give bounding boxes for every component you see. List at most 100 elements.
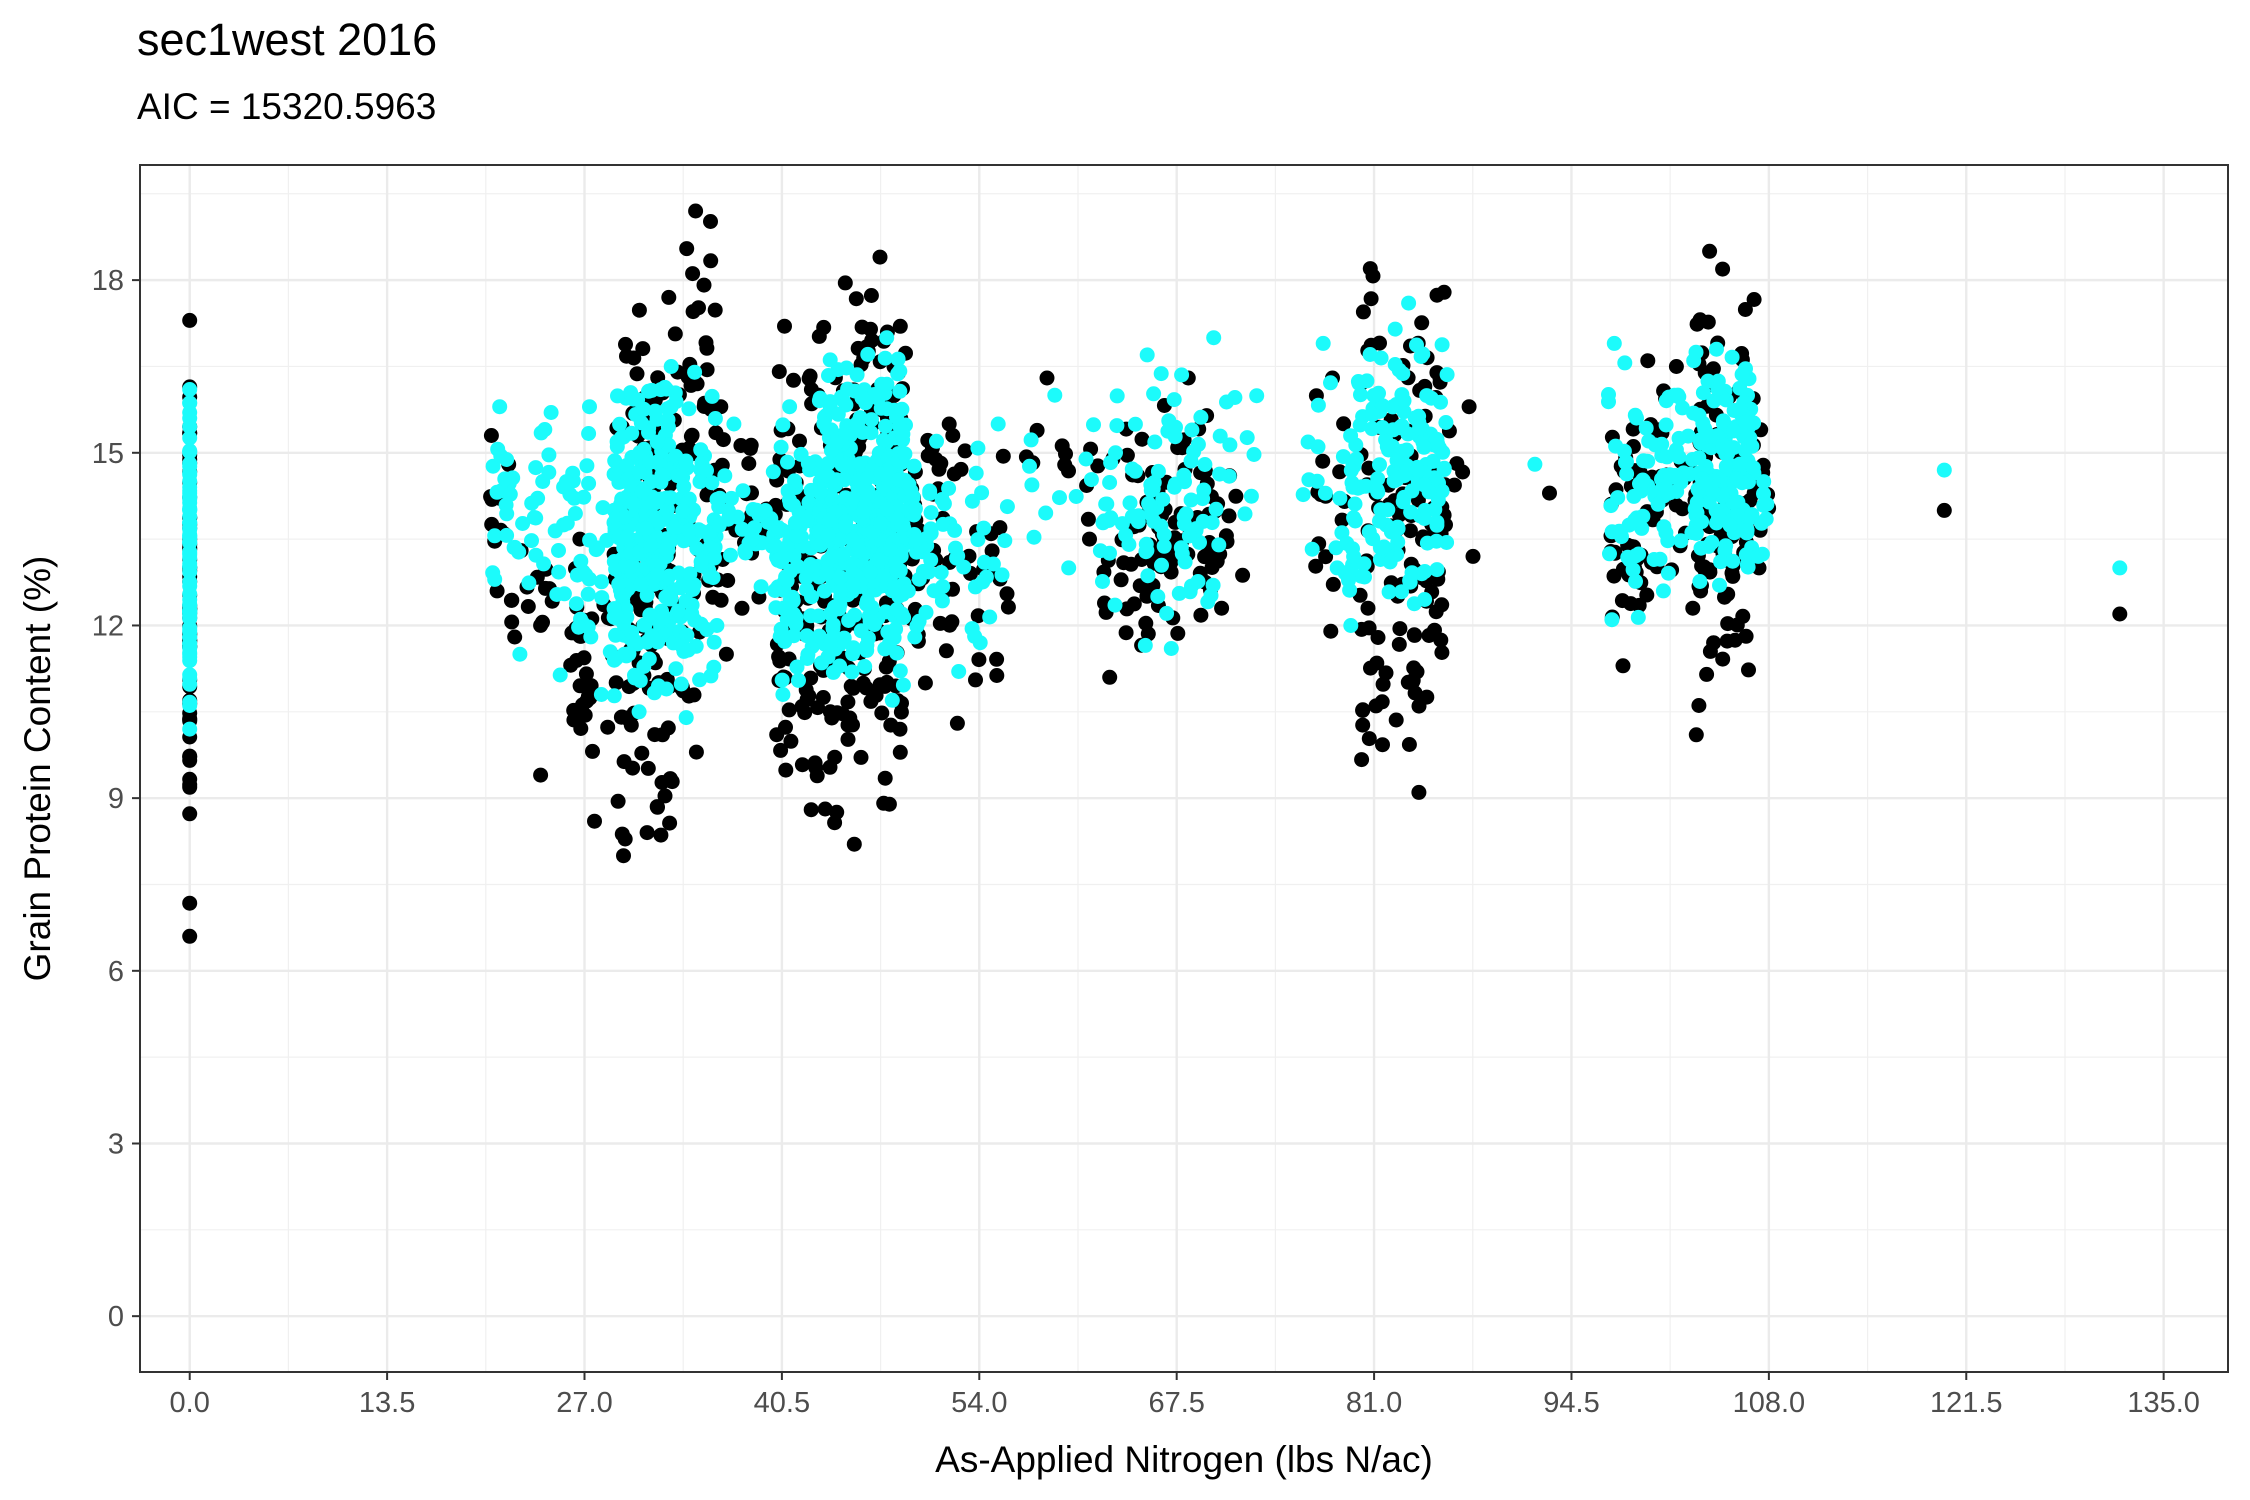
data-point (1411, 698, 1427, 714)
data-point (707, 302, 723, 318)
data-point (1343, 462, 1359, 478)
data-point (182, 748, 198, 764)
data-point (1170, 625, 1186, 641)
data-point (947, 522, 963, 538)
data-point (1373, 350, 1389, 366)
data-point (790, 558, 806, 574)
data-point (906, 458, 922, 474)
data-point (692, 672, 708, 688)
data-point (484, 516, 500, 532)
data-point (931, 461, 947, 477)
data-point (1627, 512, 1643, 528)
data-point (840, 694, 856, 710)
data-point (1347, 496, 1363, 512)
data-point (1741, 662, 1756, 678)
data-point (1341, 572, 1356, 588)
data-point (559, 474, 574, 490)
data-point (581, 475, 597, 491)
data-point (658, 541, 674, 557)
data-point (1355, 304, 1371, 320)
data-point (1143, 477, 1159, 493)
data-point (726, 416, 742, 432)
y-tick-label: 15 (92, 438, 124, 470)
data-point (551, 564, 567, 580)
data-point (800, 455, 816, 471)
data-point (1381, 584, 1397, 600)
data-point (985, 556, 1001, 572)
data-point (668, 394, 684, 410)
data-point (1389, 453, 1405, 468)
data-point (699, 463, 714, 478)
data-point (1647, 437, 1663, 453)
data-point (744, 531, 760, 547)
data-point (648, 512, 664, 528)
data-point (811, 628, 827, 644)
data-point (836, 546, 852, 562)
data-point (182, 670, 198, 686)
data-point (907, 501, 923, 517)
data-point (1691, 698, 1707, 713)
data-point (1347, 513, 1363, 529)
data-point (706, 550, 722, 566)
data-point (883, 717, 899, 733)
data-point (635, 341, 651, 357)
data-point (1724, 349, 1740, 365)
data-point (681, 440, 697, 456)
data-point (856, 504, 871, 520)
data-point (713, 399, 729, 415)
data-point (878, 418, 893, 434)
data-point (1737, 442, 1753, 458)
data-point (1205, 577, 1221, 593)
data-point (879, 330, 895, 346)
data-point (1113, 572, 1129, 588)
data-point (657, 788, 673, 804)
data-point (1304, 541, 1320, 557)
data-point (642, 454, 658, 470)
data-point (1119, 447, 1135, 463)
data-point (631, 302, 647, 318)
data-point (594, 574, 609, 590)
data-point (923, 552, 939, 568)
data-point (642, 607, 658, 623)
data-point (1718, 458, 1734, 474)
data-point (859, 470, 875, 486)
data-point (1705, 361, 1721, 377)
data-point (1738, 547, 1754, 563)
data-point (1174, 440, 1190, 456)
data-point (1387, 357, 1403, 372)
data-point (1737, 302, 1753, 317)
data-point (853, 749, 869, 765)
data-point (845, 680, 861, 696)
data-point (866, 617, 882, 632)
data-point (1370, 471, 1386, 487)
data-point (827, 815, 843, 831)
data-point (682, 566, 698, 582)
data-point (812, 485, 828, 501)
data-point (884, 692, 900, 708)
data-point (182, 544, 198, 560)
data-point (1243, 488, 1259, 504)
data-point (693, 442, 709, 458)
data-point (663, 359, 679, 374)
data-point (956, 559, 972, 575)
data-point (1127, 416, 1143, 432)
data-point (511, 544, 527, 560)
data-point (670, 603, 686, 619)
data-point (1401, 737, 1417, 752)
data-point (892, 744, 908, 760)
data-point (1404, 565, 1420, 581)
data-point (773, 621, 789, 637)
data-point (1668, 359, 1684, 374)
data-point (1214, 600, 1230, 616)
data-point (683, 377, 699, 393)
data-point (485, 565, 501, 581)
data-point (1047, 387, 1063, 403)
data-point (1365, 268, 1381, 284)
data-point (1095, 574, 1110, 589)
data-point (1429, 517, 1445, 533)
data-point (182, 419, 198, 435)
x-tick-label: 108.0 (1733, 1387, 1806, 1419)
data-point (723, 547, 738, 563)
panel-border (139, 164, 2229, 1373)
data-point (1756, 474, 1772, 490)
